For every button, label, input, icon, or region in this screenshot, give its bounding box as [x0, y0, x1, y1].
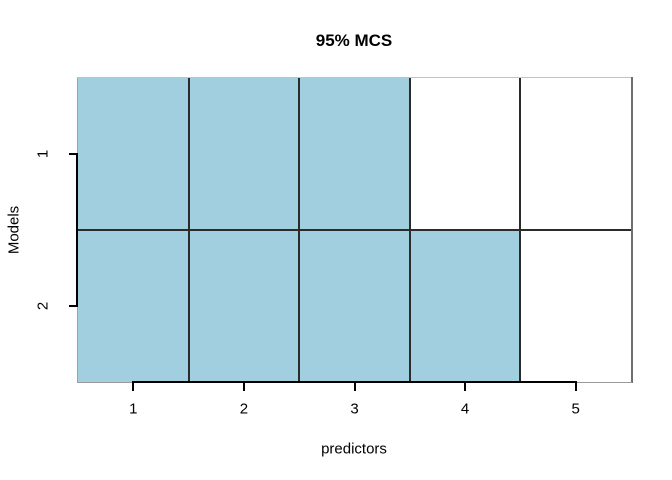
x-tick-label: 2 [239, 400, 249, 418]
x-axis-label: predictors [321, 440, 387, 458]
plot-title: 95% MCS [315, 31, 393, 50]
x-tick-mark [574, 383, 577, 391]
y-tick-mark [69, 305, 77, 307]
x-tick-label: 4 [460, 400, 470, 418]
x-tick-label: 1 [129, 400, 138, 418]
x-tick-label: 5 [571, 400, 580, 418]
plot-box-right [631, 77, 633, 383]
x-tick-mark [242, 383, 245, 391]
matrix-cell [299, 78, 410, 230]
matrix-cell [409, 78, 521, 230]
x-tick-mark [464, 383, 467, 391]
x-tick-label: 3 [350, 400, 359, 418]
matrix-cell [78, 230, 189, 382]
matrix-cell [520, 230, 631, 382]
matrix-cell [78, 78, 189, 230]
matrix-cell [188, 78, 300, 230]
y-tick-label: 2 [34, 301, 52, 311]
y-axis-line [76, 153, 78, 307]
y-tick-mark [69, 153, 77, 155]
plot-area [78, 78, 631, 382]
grid-line-horizontal [78, 229, 631, 231]
y-axis-label: Models [5, 205, 23, 255]
matrix-cell [520, 78, 631, 230]
y-tick-label: 1 [34, 149, 52, 159]
x-tick-mark [353, 383, 356, 391]
x-tick-mark [132, 383, 135, 391]
plot-box-top [77, 77, 632, 78]
matrix-cell [188, 230, 300, 382]
matrix-cell [299, 230, 410, 382]
x-axis-line [132, 381, 577, 383]
matrix-cell [409, 230, 521, 382]
